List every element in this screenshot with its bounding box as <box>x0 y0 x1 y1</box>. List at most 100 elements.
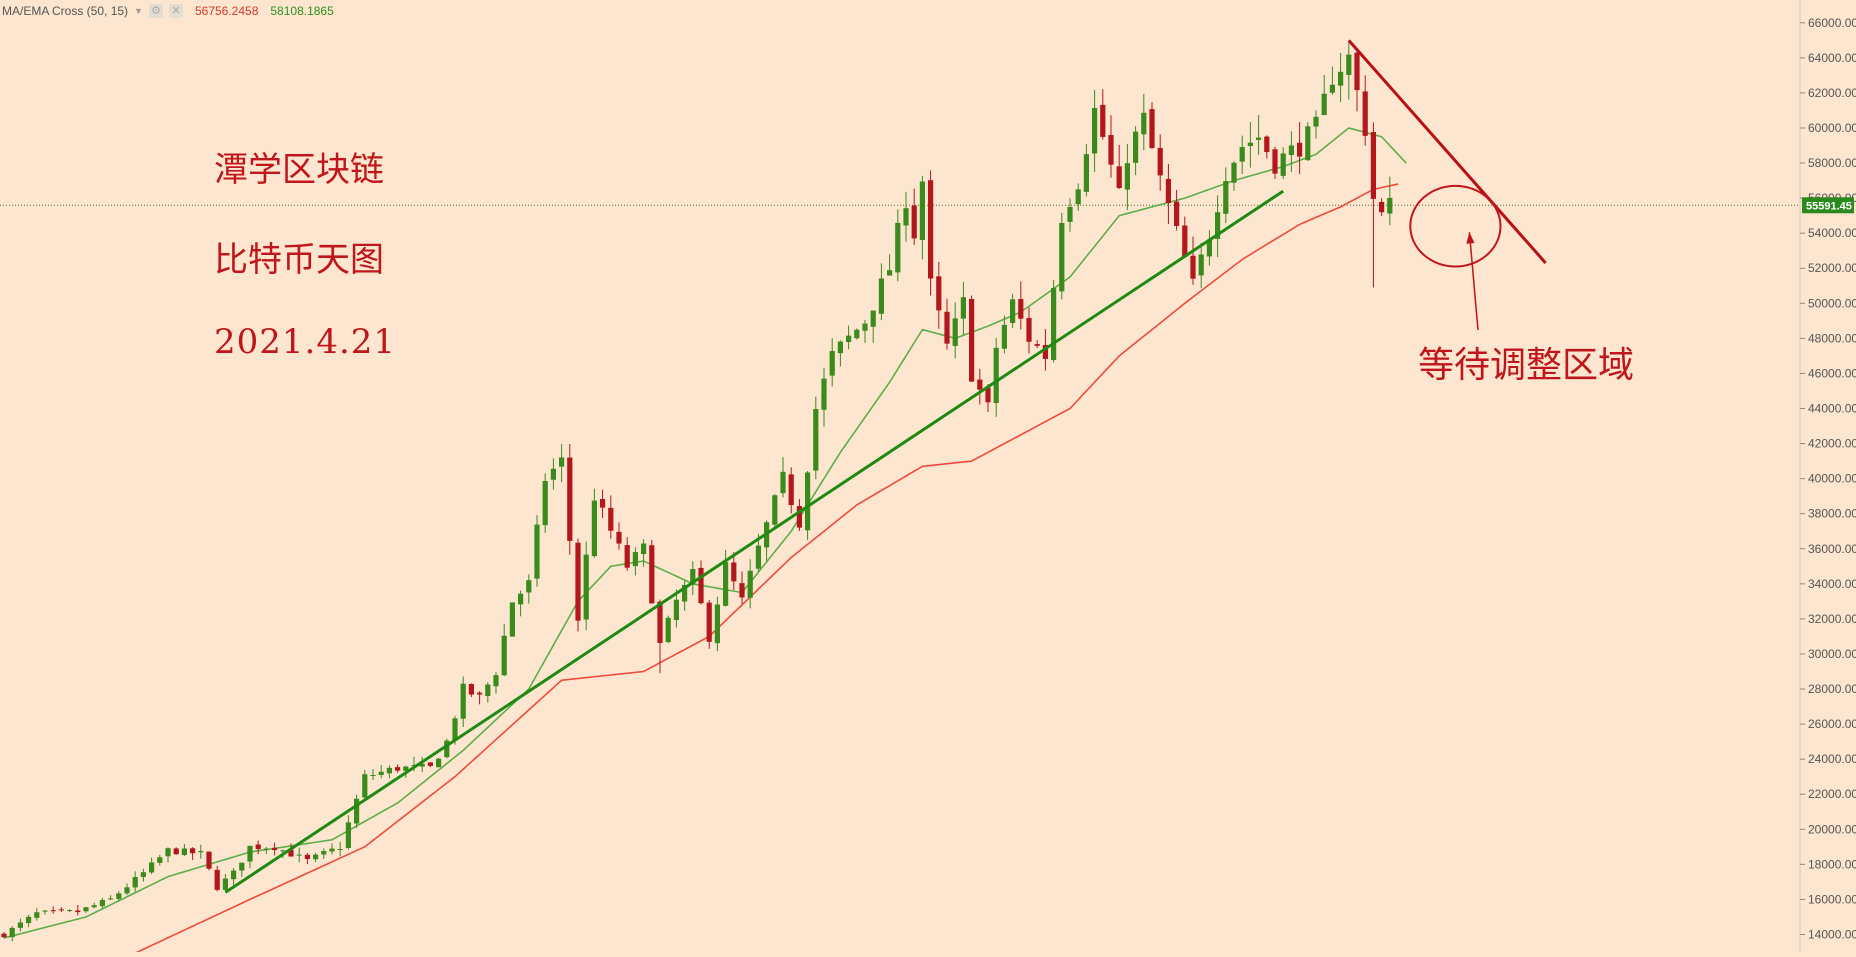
candle <box>255 840 261 855</box>
candle <box>231 868 237 886</box>
candle-body <box>1 933 7 938</box>
candle <box>165 847 171 863</box>
candle <box>304 853 310 865</box>
candle <box>477 691 483 705</box>
candle <box>600 489 606 519</box>
candle <box>1264 135 1270 159</box>
candle-body <box>649 545 655 604</box>
candle <box>1239 135 1245 175</box>
price-axis: 14000.00 16000.00 18000.00 20000.00 22000.00… <box>1799 0 1856 952</box>
candle-body <box>698 567 704 604</box>
candle <box>181 843 187 857</box>
candle-body <box>542 480 548 526</box>
candle-body <box>1206 239 1212 257</box>
candle-body <box>911 205 917 239</box>
candle <box>26 914 32 928</box>
candle-body <box>1042 344 1048 359</box>
candle-body <box>149 862 155 873</box>
candle <box>837 340 843 367</box>
candle <box>1256 115 1262 155</box>
candle-body <box>329 848 335 852</box>
candle <box>190 847 196 860</box>
candle-body <box>616 531 622 544</box>
candle <box>624 537 630 571</box>
y-tick-label: 22000.00 <box>1808 787 1856 801</box>
candle-body <box>977 379 983 390</box>
candle-body <box>304 854 310 859</box>
candle-body <box>895 222 901 273</box>
candle-body <box>214 869 220 890</box>
candle-body <box>641 543 647 555</box>
y-tick-label: 38000.00 <box>1808 507 1856 521</box>
candle-body <box>1182 225 1188 257</box>
candle-body <box>944 311 950 344</box>
close-icon[interactable]: ✕ <box>168 4 183 18</box>
candle <box>764 520 770 562</box>
indicator-legend[interactable]: MA/EMA Cross (50, 15) ▼ ⚙ ✕ 56756.2458 5… <box>2 2 334 20</box>
candle-body <box>34 912 40 918</box>
candle-body <box>99 899 105 907</box>
candle <box>9 926 15 942</box>
candle <box>575 538 581 632</box>
candle <box>1362 75 1368 146</box>
candle <box>854 328 860 340</box>
candle-body <box>870 310 876 327</box>
candle <box>378 764 384 779</box>
chevron-down-icon[interactable]: ▼ <box>134 6 143 16</box>
candle-body <box>157 857 163 863</box>
candle <box>1182 216 1188 258</box>
candle-body <box>58 909 64 911</box>
candle <box>263 846 269 854</box>
candle-body <box>140 872 146 877</box>
candle <box>936 261 942 329</box>
candle <box>665 615 671 644</box>
settings-icon[interactable]: ⚙ <box>148 4 163 18</box>
candle-body <box>1313 116 1319 127</box>
candle-body <box>788 474 794 506</box>
candle-body <box>263 848 269 850</box>
y-tick-label: 42000.00 <box>1808 437 1856 451</box>
candle <box>272 842 278 856</box>
candle-body <box>657 601 663 643</box>
candle-body <box>1387 197 1393 214</box>
candle-body <box>1059 222 1065 292</box>
candle <box>485 682 491 703</box>
resistance-trendline <box>1347 39 1547 264</box>
candle-body <box>75 910 81 913</box>
indicator-value-ema: 58108.1865 <box>270 4 334 18</box>
y-tick-label: 30000.00 <box>1808 647 1856 661</box>
candle-body <box>1034 344 1040 346</box>
wait-zone-circle <box>1409 184 1502 268</box>
candle-body <box>419 763 425 767</box>
candle <box>969 295 975 382</box>
candle <box>821 367 827 427</box>
candle <box>1075 183 1081 211</box>
candle <box>75 904 81 916</box>
annotation-label: 等待调整区域 <box>1418 345 1635 386</box>
indicator-name[interactable]: MA/EMA Cross (50, 15) <box>2 4 129 18</box>
candle-body <box>370 774 376 776</box>
candle-body <box>714 604 720 644</box>
price-axis-background <box>1800 0 1856 952</box>
candle-body <box>9 927 15 938</box>
candle-body <box>559 457 565 467</box>
candle-body <box>1157 147 1163 176</box>
candle-body <box>436 758 442 768</box>
y-tick-label: 44000.00 <box>1808 402 1856 416</box>
candle <box>173 847 179 855</box>
candle <box>149 857 155 875</box>
ma-slow-line <box>124 183 1399 957</box>
candle-body <box>1280 153 1286 176</box>
candle <box>509 602 515 637</box>
candle-body <box>706 602 712 642</box>
candle-body <box>1165 178 1171 203</box>
annotation-arrow <box>1468 232 1479 331</box>
candle <box>1165 163 1171 224</box>
candle <box>829 338 835 387</box>
candle <box>608 495 614 539</box>
candle <box>1305 122 1311 162</box>
candle-body <box>796 505 802 528</box>
candle <box>960 281 966 335</box>
